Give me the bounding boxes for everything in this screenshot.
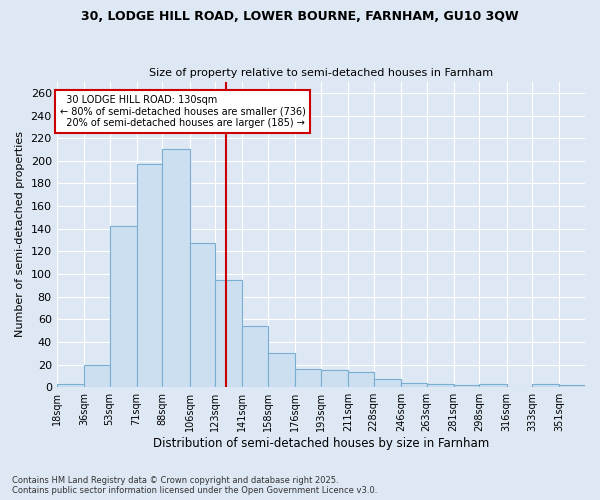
Bar [559, 385, 585, 387]
Bar [110, 226, 137, 387]
X-axis label: Distribution of semi-detached houses by size in Farnham: Distribution of semi-detached houses by … [153, 437, 489, 450]
Bar [295, 369, 321, 387]
Bar [401, 382, 427, 387]
Bar [374, 380, 401, 387]
Bar [163, 150, 190, 387]
Title: Size of property relative to semi-detached houses in Farnham: Size of property relative to semi-detach… [149, 68, 493, 78]
Bar [84, 364, 110, 387]
Bar [321, 370, 348, 387]
Text: Contains HM Land Registry data © Crown copyright and database right 2025.
Contai: Contains HM Land Registry data © Crown c… [12, 476, 377, 495]
Text: 30 LODGE HILL ROAD: 130sqm
← 80% of semi-detached houses are smaller (736)
  20%: 30 LODGE HILL ROAD: 130sqm ← 80% of semi… [59, 95, 305, 128]
Bar [454, 385, 479, 387]
Bar [190, 244, 215, 387]
Bar [532, 384, 559, 387]
Bar [348, 372, 374, 387]
Bar [215, 280, 242, 387]
Bar [427, 384, 454, 387]
Text: 30, LODGE HILL ROAD, LOWER BOURNE, FARNHAM, GU10 3QW: 30, LODGE HILL ROAD, LOWER BOURNE, FARNH… [81, 10, 519, 23]
Bar [479, 384, 506, 387]
Bar [56, 384, 84, 387]
Bar [242, 326, 268, 387]
Bar [268, 353, 295, 387]
Bar [137, 164, 163, 387]
Y-axis label: Number of semi-detached properties: Number of semi-detached properties [15, 132, 25, 338]
